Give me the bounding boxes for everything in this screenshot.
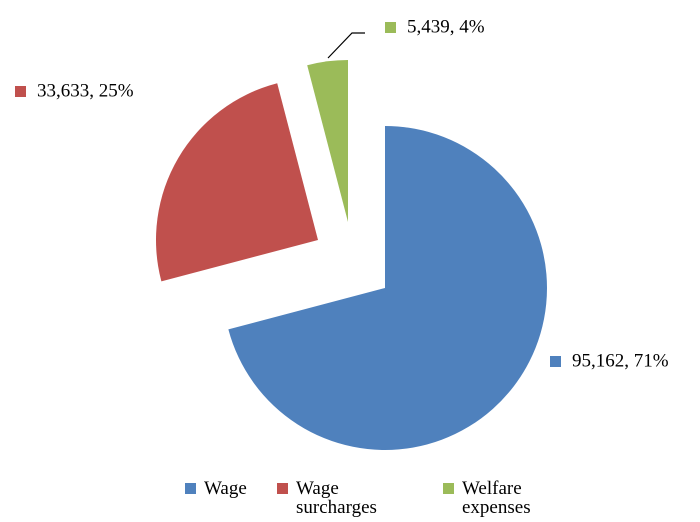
- legend-swatch: [185, 483, 196, 494]
- data-label: 33,633, 25%: [37, 80, 134, 101]
- pie-slice: [156, 83, 318, 282]
- leader-line: [327, 32, 365, 59]
- legend-swatch: [277, 483, 288, 494]
- legend-label: Wage: [204, 478, 247, 499]
- legend-label: Wage surcharges: [296, 478, 377, 518]
- legend-label: Welfare expenses: [462, 478, 531, 518]
- data-label: 95,162, 71%: [572, 350, 669, 371]
- label-swatch: [15, 86, 26, 97]
- pie-slice: [228, 126, 547, 450]
- legend-item: Welfare expenses: [443, 479, 572, 517]
- pie-slice: [307, 60, 348, 222]
- legend-item: Wage surcharges: [277, 479, 406, 517]
- label-swatch: [385, 22, 396, 33]
- label-swatch: [550, 356, 561, 367]
- legend-item: Wage: [185, 479, 314, 498]
- legend-swatch: [443, 483, 454, 494]
- data-label: 5,439, 4%: [407, 16, 485, 37]
